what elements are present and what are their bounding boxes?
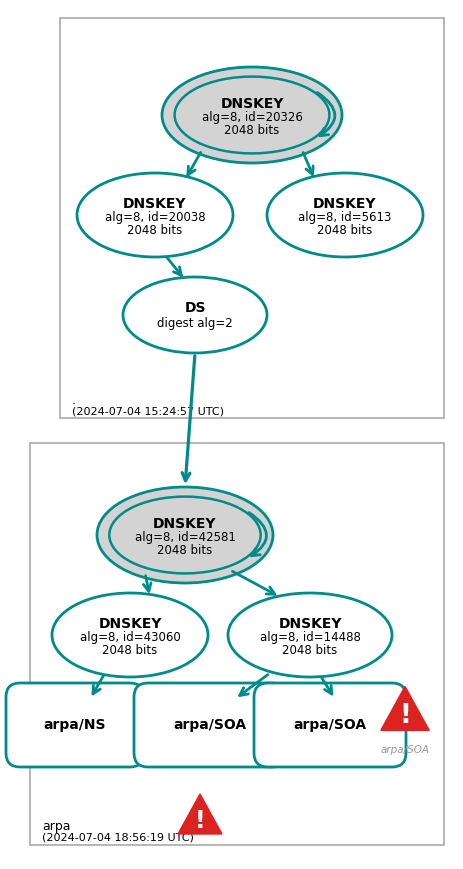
Text: DNSKEY: DNSKEY <box>220 97 283 111</box>
Text: DNSKEY: DNSKEY <box>313 197 376 211</box>
Text: (2024-07-04 18:56:19 UTC): (2024-07-04 18:56:19 UTC) <box>42 833 194 843</box>
Polygon shape <box>380 687 428 731</box>
Ellipse shape <box>109 496 260 574</box>
Text: !: ! <box>194 809 205 833</box>
Text: alg=8, id=14488: alg=8, id=14488 <box>259 632 360 645</box>
Ellipse shape <box>174 76 329 154</box>
Ellipse shape <box>162 67 341 163</box>
Text: 2048 bits: 2048 bits <box>127 223 182 236</box>
Ellipse shape <box>123 277 266 353</box>
Text: 2048 bits: 2048 bits <box>282 644 337 656</box>
Ellipse shape <box>97 487 272 583</box>
Text: alg=8, id=43060: alg=8, id=43060 <box>80 632 180 645</box>
Text: digest alg=2: digest alg=2 <box>157 317 232 330</box>
Text: arpa: arpa <box>42 820 70 833</box>
Text: DNSKEY: DNSKEY <box>123 197 186 211</box>
FancyArrowPatch shape <box>248 513 266 556</box>
Text: arpa/SOA: arpa/SOA <box>293 718 366 732</box>
Text: DNSKEY: DNSKEY <box>278 617 341 631</box>
Text: alg=8, id=20038: alg=8, id=20038 <box>105 211 205 224</box>
Text: 2048 bits: 2048 bits <box>224 123 279 136</box>
Text: DNSKEY: DNSKEY <box>98 617 162 631</box>
Ellipse shape <box>52 593 207 677</box>
Text: alg=8, id=42581: alg=8, id=42581 <box>134 532 235 545</box>
Text: DNSKEY: DNSKEY <box>153 517 216 531</box>
Text: alg=8, id=5613: alg=8, id=5613 <box>298 211 391 224</box>
Text: (2024-07-04 15:24:57 UTC): (2024-07-04 15:24:57 UTC) <box>72 406 224 416</box>
Text: 2048 bits: 2048 bits <box>317 223 372 236</box>
FancyBboxPatch shape <box>134 683 285 767</box>
Text: 2048 bits: 2048 bits <box>157 543 212 556</box>
FancyBboxPatch shape <box>6 683 144 767</box>
Text: arpa/NS: arpa/NS <box>44 718 106 732</box>
Bar <box>30 443 443 845</box>
Text: 2048 bits: 2048 bits <box>102 644 157 656</box>
Ellipse shape <box>266 173 422 257</box>
FancyBboxPatch shape <box>253 683 405 767</box>
Ellipse shape <box>77 173 232 257</box>
Text: .: . <box>72 394 76 407</box>
Polygon shape <box>178 794 221 834</box>
Text: arpa/SOA: arpa/SOA <box>380 745 429 755</box>
Text: !: ! <box>398 703 410 729</box>
Text: arpa/SOA: arpa/SOA <box>173 718 246 732</box>
Bar <box>60 18 443 418</box>
Text: alg=8, id=20326: alg=8, id=20326 <box>201 111 302 124</box>
FancyArrowPatch shape <box>317 92 334 136</box>
Text: DS: DS <box>184 301 205 315</box>
Ellipse shape <box>227 593 391 677</box>
